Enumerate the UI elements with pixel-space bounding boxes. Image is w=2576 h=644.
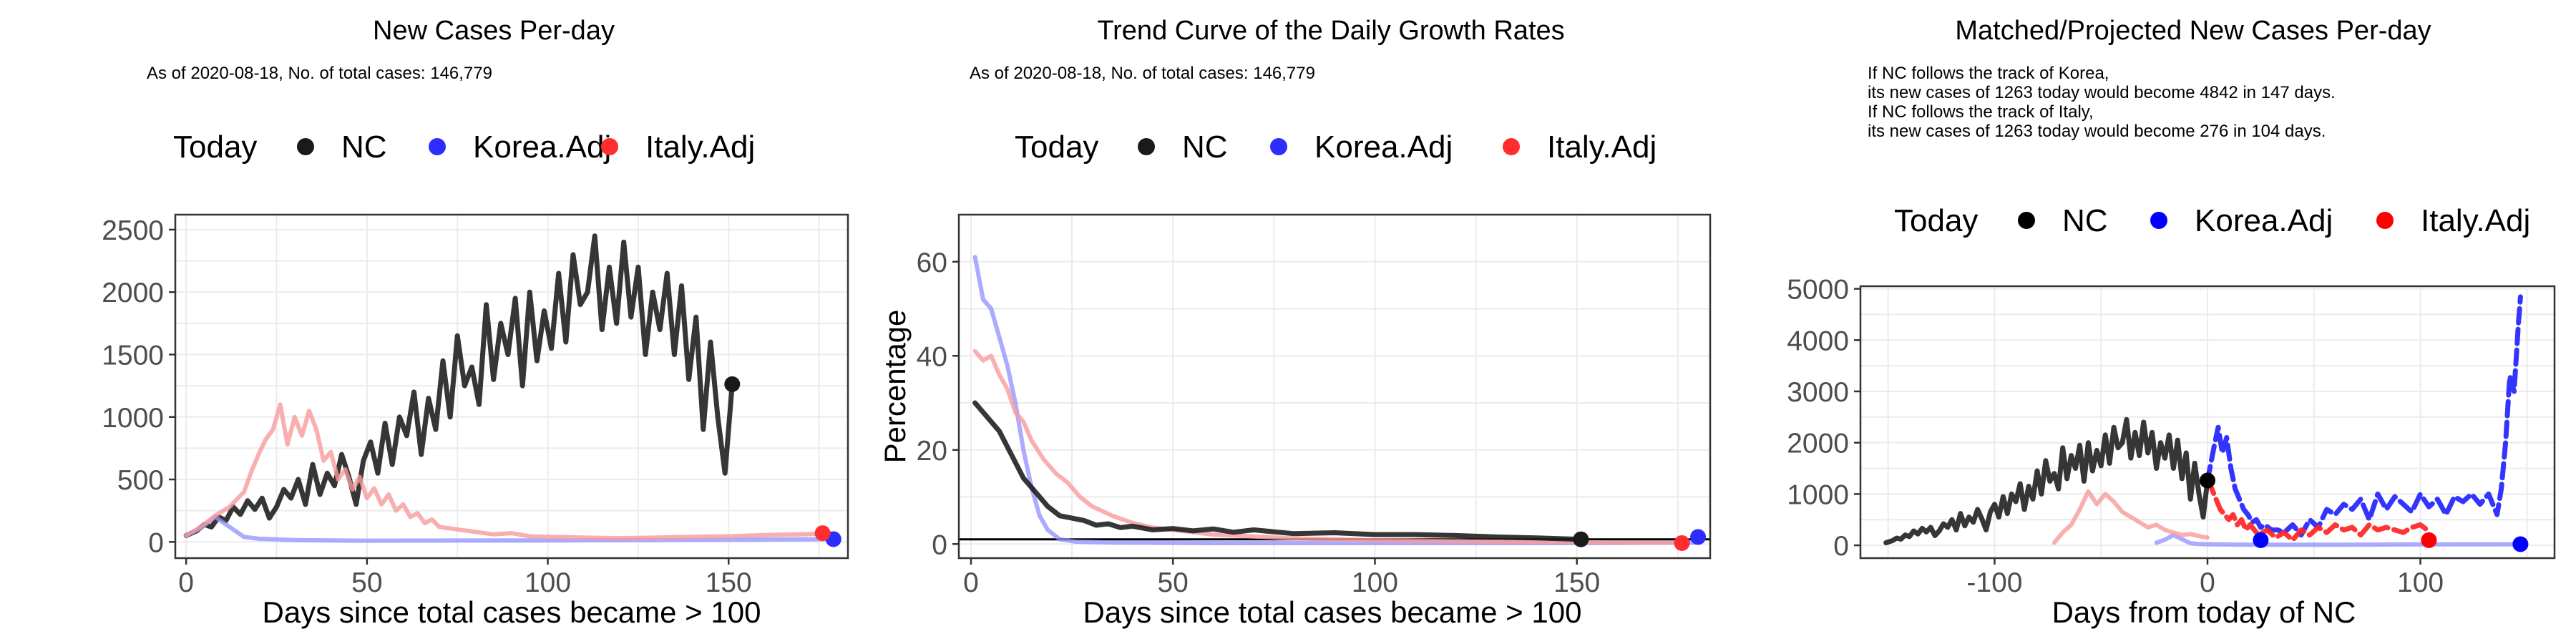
- y-tick-label: 60: [917, 248, 947, 278]
- legend-title: Today: [1015, 130, 1098, 165]
- series-lines: [183, 233, 839, 543]
- y-tick-label: 1500: [102, 340, 164, 371]
- legend-swatch-italy-adj: [601, 138, 618, 155]
- x-tick-label: 0: [963, 567, 979, 598]
- legend-swatch-nc: [2018, 212, 2035, 229]
- x-tick-label: -100: [1966, 567, 2022, 598]
- series-line-korea-adj: [2205, 294, 2523, 538]
- legend-label: Korea.Adj: [2195, 203, 2333, 238]
- chart-subtitle: As of 2020-08-18, No. of total cases: 14…: [147, 64, 492, 83]
- today-point-korea-adj: [2512, 536, 2529, 552]
- legend: Today NC Korea.Adj Italy.Adj: [1015, 130, 1657, 165]
- y-tick-label: 1000: [1787, 479, 1849, 510]
- y-tick-label: 2500: [102, 215, 164, 246]
- legend: Today NC Korea.Adj Italy.Adj: [1894, 203, 2530, 238]
- annotation-line: its new cases of 1263 today would become…: [1868, 122, 2326, 141]
- y-tick-label: 0: [1833, 531, 1849, 562]
- legend-label: NC: [2062, 203, 2108, 238]
- legend-swatch-italy-adj: [2376, 212, 2394, 229]
- legend-label: Korea.Adj: [473, 130, 611, 165]
- y-tick-label: 0: [932, 530, 947, 560]
- today-point-nc: [724, 376, 741, 392]
- y-tick-label: 500: [117, 465, 164, 496]
- chart-panel-1: New Cases Per-day As of 2020-08-18, No. o…: [102, 16, 849, 629]
- x-axis-label: Days from today of NC: [2052, 595, 2356, 629]
- series-line-italy-adj: [2205, 478, 2431, 543]
- legend-swatch-korea-adj: [1270, 138, 1287, 155]
- chart-panel-2: Trend Curve of the Daily Growth Rates As …: [878, 16, 1712, 629]
- legend-title: Today: [173, 130, 257, 165]
- legend-swatch-nc: [297, 138, 314, 155]
- legend-label: Italy.Adj: [1547, 130, 1657, 165]
- axis-ticks: 0 50 100 150 0 20 40 60: [917, 248, 1601, 598]
- chart-title: Matched/Projected New Cases Per-day: [1955, 16, 2431, 46]
- legend-label: NC: [1182, 130, 1228, 165]
- y-tick-label: 4000: [1787, 326, 1849, 356]
- x-tick-label: 50: [1157, 567, 1188, 598]
- y-tick-label: 2000: [1787, 429, 1849, 459]
- y-tick-label: 0: [148, 527, 164, 558]
- today-point-nc: [1573, 531, 1589, 547]
- y-tick-label: 3000: [1787, 377, 1849, 408]
- legend-label: NC: [341, 130, 387, 165]
- x-tick-label: 0: [2200, 567, 2215, 598]
- legend-title: Today: [1894, 203, 1978, 238]
- today-point-nc: [2200, 472, 2215, 489]
- series-line-italy-adj-history: [2051, 489, 2210, 545]
- legend-label: Korea.Adj: [1314, 130, 1453, 165]
- legend: Today NC Korea.Adj Italy.Adj: [173, 130, 755, 165]
- chart-title: Trend Curve of the Daily Growth Rates: [1097, 16, 1564, 46]
- chart-panel-3: Matched/Projected New Cases Per-day If NC…: [1787, 16, 2556, 629]
- series-lines: [972, 255, 1701, 545]
- y-axis-label: Percentage: [878, 310, 912, 464]
- legend-swatch-korea-adj: [429, 138, 446, 155]
- x-tick-label: 100: [2397, 567, 2444, 598]
- y-tick-label: 40: [917, 341, 947, 372]
- plot-border: [957, 213, 1712, 560]
- today-point-korea-adj: [2253, 532, 2269, 548]
- y-tick-label: 5000: [1787, 275, 1849, 306]
- y-tick-label: 20: [917, 436, 947, 467]
- x-tick-label: 150: [706, 567, 752, 598]
- legend-swatch-italy-adj: [1503, 138, 1520, 155]
- legend-label: Italy.Adj: [645, 130, 755, 165]
- x-tick-label: 0: [178, 567, 194, 598]
- chart-title: New Cases Per-day: [373, 16, 615, 46]
- legend-label: Italy.Adj: [2421, 203, 2530, 238]
- today-point-italy-adj: [2421, 532, 2437, 548]
- today-point-italy-adj: [1674, 535, 1690, 551]
- series-line-nc: [1883, 416, 2210, 545]
- annotation-line: If NC follows the track of Italy,: [1868, 102, 2094, 122]
- series-line-korea-adj: [972, 255, 1701, 545]
- x-tick-label: 100: [1352, 567, 1398, 598]
- x-tick-label: 50: [351, 567, 382, 598]
- y-tick-label: 1000: [102, 403, 164, 434]
- x-tick-label: 100: [525, 567, 571, 598]
- plot-border: [174, 213, 849, 560]
- legend-swatch-korea-adj: [2150, 212, 2167, 229]
- annotation-line: its new cases of 1263 today would become…: [1868, 83, 2336, 102]
- x-tick-label: 150: [1553, 567, 1600, 598]
- legend-swatch-nc: [1138, 138, 1155, 155]
- annotation-line: If NC follows the track of Korea,: [1868, 64, 2109, 83]
- x-axis-label: Days since total cases became > 100: [1083, 595, 1582, 629]
- series-line-nc: [972, 400, 1584, 542]
- series-line-italy-adj: [972, 348, 1684, 545]
- today-point-korea-adj: [1690, 529, 1707, 545]
- series-line-italy-adj: [184, 402, 832, 541]
- today-point-italy-adj: [814, 525, 831, 542]
- chart-subtitle: As of 2020-08-18, No. of total cases: 14…: [970, 64, 1315, 83]
- series-line-nc: [183, 233, 735, 539]
- y-tick-label: 2000: [102, 278, 164, 308]
- x-axis-label: Days since total cases became > 100: [263, 595, 761, 629]
